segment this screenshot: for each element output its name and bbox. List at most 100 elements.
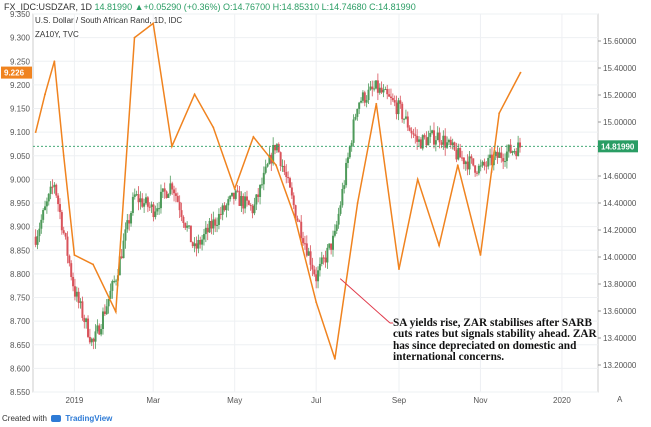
candle-body xyxy=(66,236,69,256)
candle-body xyxy=(318,263,321,271)
za10y-point xyxy=(498,112,501,115)
candle-body xyxy=(167,194,170,198)
candle-body xyxy=(174,193,177,196)
candle-body xyxy=(384,89,387,91)
candle-body xyxy=(188,225,191,227)
candle-body xyxy=(83,317,86,323)
za10y-point xyxy=(456,164,459,167)
candle-body xyxy=(219,213,222,215)
candle-body xyxy=(408,127,411,131)
candle-body xyxy=(44,206,47,211)
candle-body xyxy=(397,100,400,115)
candle-body xyxy=(315,274,318,282)
za10y-point xyxy=(92,263,95,266)
left-axis-tick-label: 8.750 xyxy=(10,294,31,303)
right-axis-tick-label: 13.60000 xyxy=(603,307,637,316)
candle-body xyxy=(115,280,118,282)
candle-body xyxy=(186,225,189,228)
left-axis-tick-label: 8.550 xyxy=(10,388,31,397)
candle-body xyxy=(143,203,146,207)
candle-body xyxy=(451,142,454,146)
za10y-point xyxy=(212,126,215,129)
candle-body xyxy=(330,243,333,250)
candle-body xyxy=(212,219,215,229)
za10y-point xyxy=(233,187,236,190)
candle-body xyxy=(249,204,252,206)
za10y-point xyxy=(315,301,318,304)
left-axis-tick-label: 8.800 xyxy=(10,270,31,279)
candle-body xyxy=(137,194,140,203)
candle-body xyxy=(225,205,228,211)
candle-body xyxy=(468,156,471,170)
candle-body xyxy=(150,204,153,207)
candle-body xyxy=(446,142,449,148)
candle-body xyxy=(350,142,353,147)
candle-body xyxy=(128,220,131,224)
candle-body xyxy=(403,118,406,120)
candle-body xyxy=(238,191,241,206)
candle-body xyxy=(296,218,299,221)
candle-body xyxy=(98,325,101,335)
za10y-point xyxy=(356,202,359,204)
candle-body xyxy=(204,227,207,235)
candle-body xyxy=(126,220,129,230)
candle-body xyxy=(418,139,421,142)
candle-body xyxy=(382,89,385,93)
auto-scale-button[interactable]: A xyxy=(617,395,623,404)
candle-body xyxy=(341,188,344,206)
candle-body xyxy=(477,165,480,174)
candle-body xyxy=(498,152,501,158)
candle-body xyxy=(277,144,280,153)
candle-body xyxy=(45,201,48,207)
candle-body xyxy=(255,194,258,205)
candle-body xyxy=(290,187,293,196)
za10y-point xyxy=(171,145,173,148)
candle-body xyxy=(201,239,204,245)
candle-body xyxy=(266,164,269,167)
candle-body xyxy=(221,205,224,215)
candle-body xyxy=(70,263,73,277)
candle-body xyxy=(380,87,383,93)
candle-body xyxy=(145,197,147,204)
candle-body xyxy=(337,213,340,225)
candle-body xyxy=(58,204,61,213)
candle-body xyxy=(432,130,435,145)
candle-body xyxy=(79,301,82,303)
symbol-label[interactable]: FX_IDC:USDZAR, 1D xyxy=(4,2,93,12)
candle-body xyxy=(272,144,275,164)
candle-body xyxy=(158,208,161,210)
candle-body xyxy=(264,166,267,173)
overlay-series-label[interactable]: ZA10Y, TVC xyxy=(35,30,79,39)
candle-body xyxy=(333,230,336,236)
right-axis-tick-label: 14.60000 xyxy=(603,172,637,181)
candle-body xyxy=(180,210,183,217)
candle-body xyxy=(462,157,465,165)
za10y-point xyxy=(193,93,196,96)
candle-body xyxy=(360,100,363,103)
candle-body xyxy=(492,156,495,166)
candle-body xyxy=(367,89,370,101)
candle-body xyxy=(139,198,142,203)
candle-body xyxy=(251,205,254,214)
candle-body xyxy=(73,286,76,297)
candle-body xyxy=(244,196,247,209)
candle-body xyxy=(240,196,243,206)
usdzar-candles xyxy=(34,73,521,350)
last-price-tag-label: 14.81990 xyxy=(601,142,635,151)
left-axis-tick-label: 9.000 xyxy=(10,175,31,184)
za10y-point xyxy=(375,102,378,105)
chart-header: FX_IDC:USDZAR, 1D 14.81990 ▲+0.05290 (+0… xyxy=(4,2,416,12)
candle-body xyxy=(487,157,490,167)
candle-body xyxy=(313,269,316,275)
candle-body xyxy=(135,194,138,196)
candle-body xyxy=(507,144,510,152)
x-tick-label: 2020 xyxy=(553,396,571,405)
x-tick-label: 2019 xyxy=(66,396,84,405)
za10y-point xyxy=(53,60,56,63)
candle-body xyxy=(494,151,497,157)
candle-body xyxy=(317,270,320,282)
candle-body xyxy=(311,264,314,270)
tradingview-brand-link[interactable]: TradingView xyxy=(65,414,113,423)
